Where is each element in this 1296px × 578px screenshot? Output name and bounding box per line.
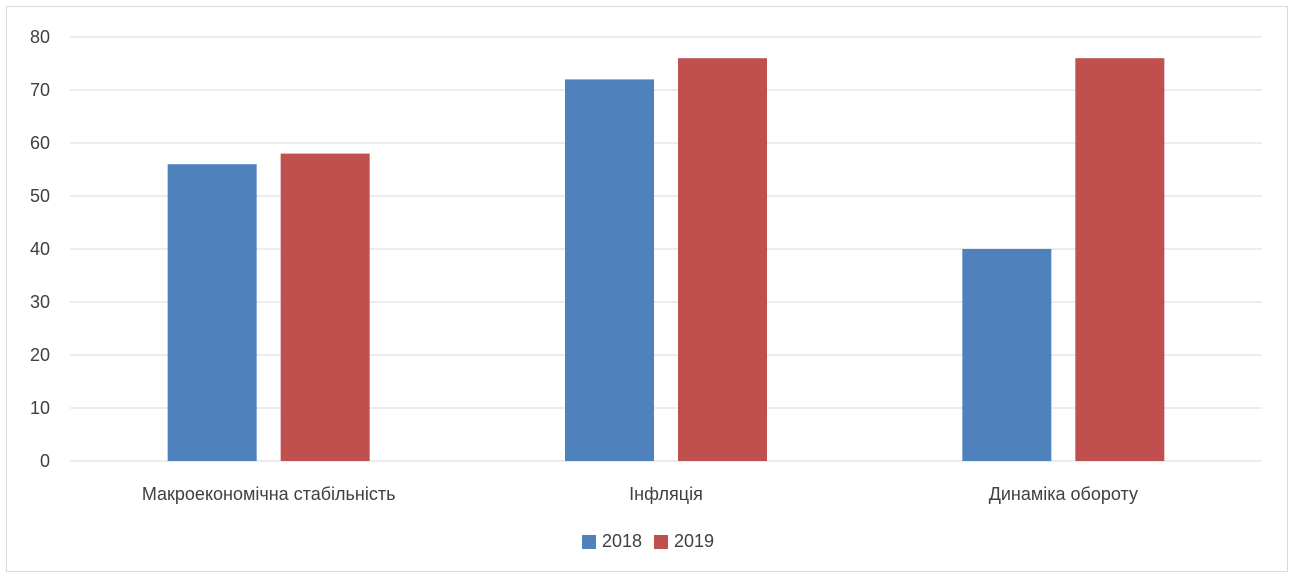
y-axis-ticks: 0 10 20 30 40 50 60 70 80 (30, 27, 50, 471)
y-tick-label: 60 (30, 133, 50, 153)
x-category-label: Динаміка обороту (989, 484, 1138, 504)
x-category-label: Інфляція (629, 484, 703, 504)
bar-2018-2 (962, 249, 1051, 461)
legend-swatch-2018 (582, 535, 596, 549)
y-tick-label: 10 (30, 398, 50, 418)
bars (168, 58, 1165, 461)
y-tick-label: 80 (30, 27, 50, 47)
bar-2018-0 (168, 164, 257, 461)
bar-2018-1 (565, 79, 654, 461)
y-tick-label: 30 (30, 292, 50, 312)
legend-swatch-2019 (654, 535, 668, 549)
legend: 2018 2019 (582, 531, 714, 551)
bar-2019-1 (678, 58, 767, 461)
bar-2019-2 (1075, 58, 1164, 461)
y-tick-label: 40 (30, 239, 50, 259)
y-tick-label: 20 (30, 345, 50, 365)
y-tick-label: 70 (30, 80, 50, 100)
legend-label-2018: 2018 (602, 531, 642, 551)
bar-2019-0 (281, 154, 370, 461)
legend-label-2019: 2019 (674, 531, 714, 551)
x-axis-categories: Макроекономічна стабільність Інфляція Дина… (142, 484, 1138, 504)
x-category-label: Макроекономічна стабільність (142, 484, 396, 504)
y-tick-label: 50 (30, 186, 50, 206)
y-tick-label: 0 (40, 451, 50, 471)
